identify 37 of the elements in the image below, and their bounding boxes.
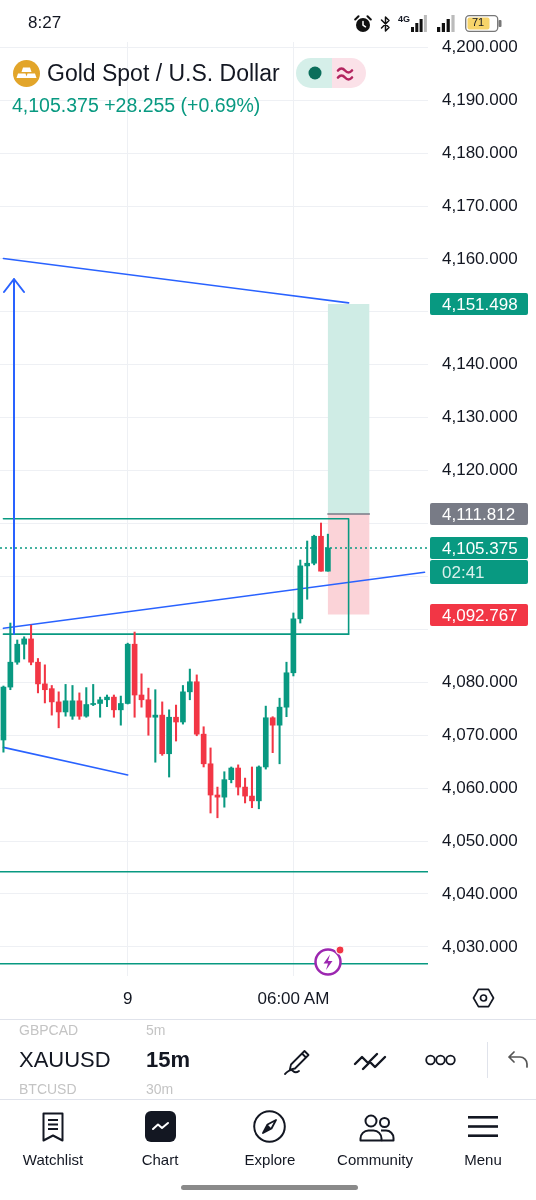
y-tick-label: 4,140.000	[442, 354, 518, 374]
text: 71	[472, 16, 485, 29]
text: Explore	[244, 1151, 296, 1169]
y-tick-label: 4,040.000	[442, 883, 518, 903]
text: Menu	[464, 1151, 502, 1169]
y-tick-label: 4,130.000	[442, 407, 518, 427]
text: 4,092.767	[442, 605, 518, 625]
text: Community	[337, 1151, 413, 1169]
text: Gold Spot / U.S. Dollar	[47, 59, 280, 87]
y-tick-label: 4,070.000	[442, 724, 518, 744]
text: Chart	[141, 1151, 179, 1169]
text: Watchlist	[22, 1151, 84, 1169]
text: 4,105.375 +28.255 (+0.69%)	[12, 94, 261, 117]
y-tick-label: 4,190.000	[442, 89, 518, 109]
text: 02:41	[442, 562, 485, 582]
text: 15m	[146, 1047, 191, 1073]
y-tick-label: 4,080.000	[442, 671, 518, 691]
ref-line-label: 4,105.375	[442, 538, 518, 558]
y-tick-label: 4,050.000	[442, 830, 518, 850]
y-tick-label: 4,200.000	[442, 36, 518, 56]
y-tick-label: 4,030.000	[442, 936, 518, 956]
y-tick-label: 4,170.000	[442, 195, 518, 215]
text: 4,151.498	[442, 294, 518, 314]
y-tick-label: 4,160.000	[442, 248, 518, 268]
x-tick-label: 9	[122, 988, 133, 1008]
text: 4,111.812	[442, 504, 516, 524]
text: 4G	[398, 14, 411, 25]
text: 30m	[146, 1081, 174, 1098]
y-tick-label: 4,060.000	[442, 777, 518, 797]
text: GBPCAD	[19, 1022, 79, 1039]
x-tick-label: 06:00 AM	[257, 988, 330, 1008]
text: 5m	[146, 1022, 166, 1039]
text: 8:27	[28, 13, 62, 33]
y-tick-label: 4,120.000	[442, 460, 518, 480]
y-tick-label: 4,180.000	[442, 142, 518, 162]
text: BTCUSD	[19, 1081, 77, 1098]
text: XAUUSD	[19, 1047, 111, 1073]
